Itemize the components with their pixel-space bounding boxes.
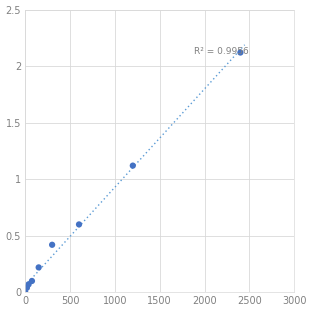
Point <box>130 163 135 168</box>
Point <box>76 222 81 227</box>
Point <box>238 50 243 55</box>
Text: R² = 0.9956: R² = 0.9956 <box>194 47 249 56</box>
Point <box>50 242 55 247</box>
Point <box>36 265 41 270</box>
Point <box>29 279 34 284</box>
Point <box>23 290 28 295</box>
Point <box>26 282 31 287</box>
Point <box>24 285 29 290</box>
